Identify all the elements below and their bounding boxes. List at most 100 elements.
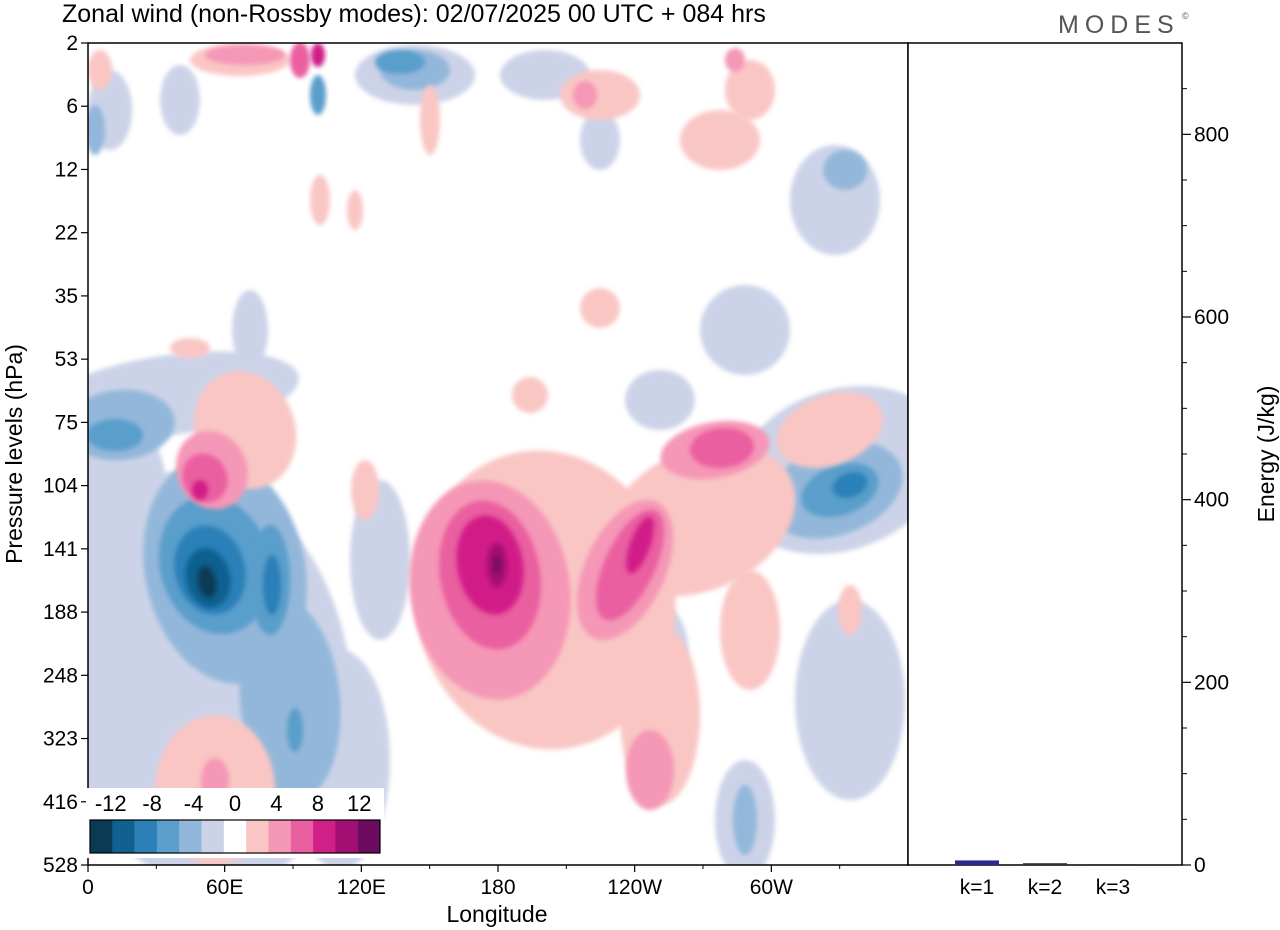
colorbar-swatches [89,819,381,854]
x-tick-label: 180 [480,876,515,899]
negative-wind-contour [580,110,620,170]
positive-wind-contour [512,377,548,413]
modes-logo: MODES [1058,11,1180,39]
colorbar-label: -8 [142,791,162,816]
positive-wind-contour [192,480,208,500]
y-tick-label: 22 [55,222,78,245]
positive-wind-contour [310,175,330,225]
y-tick-label: 12 [55,158,78,181]
y-axis: 2 6 12 22 35 53 75 104 141 188 248 323 416 528 [43,32,88,877]
positive-wind-contour [580,288,620,328]
chart-title: Zonal wind (non-Rossby modes): 02/07/202… [62,0,766,28]
y-tick-label: 35 [55,285,78,308]
positive-wind-contour [720,570,780,690]
negative-wind-contour [88,419,143,451]
y-tick-label: 6 [66,95,78,118]
x-tick-label: 0 [82,876,94,899]
colorbar-label: 12 [347,791,371,816]
energy-bar [1091,864,1135,865]
colorbar-labels: -12 -8 -4 0 4 8 12 [95,791,372,816]
negative-wind-contour [263,555,281,615]
colorbar-swatch [179,820,202,853]
y-tick-label: 2 [66,32,78,55]
energy-x-axis: k=1 k=2 k=3 [960,876,1130,899]
negative-wind-contour [832,472,868,498]
heatmap-panel: 0 60E 120E 180 120W 60W 2 6 12 22 35 53 75 104 141 188… [1,32,909,927]
energy-tick-label: 600 [1194,306,1229,329]
colorbar-swatch [335,820,358,853]
energy-tick-label: 0 [1194,854,1206,877]
y-tick-label: 75 [55,411,78,434]
y-tick-label: 141 [43,538,78,561]
colorbar-label: 0 [229,791,241,816]
colorbar-swatch [134,820,158,853]
energy-axis-title: Energy (J/kg) [1253,386,1279,523]
positive-wind-contour [573,81,597,109]
positive-wind-contour [680,110,760,170]
y-tick-label: 416 [43,791,78,814]
negative-wind-contour [375,50,425,74]
energy-y-axis: 0 200 400 600 800 [1182,88,1229,877]
positive-wind-contour [626,730,674,810]
colorbar-label: 4 [270,791,282,816]
x-axis-title: Longitude [446,901,547,927]
positive-wind-contour [170,338,210,358]
colorbar-swatch [357,820,381,853]
y-tick-label: 248 [43,664,78,687]
positive-wind-contour [776,392,884,468]
y-tick-label: 53 [55,348,78,371]
colorbar-swatch [268,820,291,853]
positive-wind-contour [347,190,363,230]
positive-wind-contour [88,50,112,90]
negative-wind-contour [160,65,200,135]
energy-panel: k=1 k=2 k=3 0 200 400 600 800 Energy (J/kg) [907,42,1279,899]
negative-wind-contour [823,150,867,190]
positive-wind-contour [725,60,775,120]
energy-bar-label: k=2 [1028,876,1062,899]
energy-bar [1023,863,1067,865]
negative-wind-contour [733,785,757,855]
negative-wind-contour [700,285,790,375]
logo-mark: © [1182,11,1189,21]
positive-wind-contour [690,427,754,469]
colorbar-label: 8 [312,791,324,816]
positive-wind-contour [626,516,654,574]
negative-wind-contour [310,75,326,115]
x-tick-label: 120W [607,876,662,899]
x-tick-label: 60E [206,876,243,899]
colorbar-swatch [112,820,135,853]
negative-wind-contour [232,290,268,370]
negative-wind-contour [625,370,695,430]
negative-wind-contour [795,600,905,800]
negative-wind-contour [287,708,303,752]
colorbar-label: -4 [184,791,204,816]
positive-wind-contour [725,48,745,72]
y-tick-label: 104 [43,475,78,498]
positive-wind-contour [838,585,862,635]
x-axis: 0 60E 120E 180 120W 60W [82,865,841,899]
energy-tick-label: 200 [1194,671,1229,694]
positive-wind-contour [205,45,285,65]
energy-tick-label: 400 [1194,489,1229,512]
energy-bar-label: k=1 [960,876,994,899]
colorbar: -12 -8 -4 0 4 8 12 [86,788,384,858]
positive-wind-contour [560,70,640,120]
positive-wind-contour [494,557,500,573]
y-tick-label: 188 [43,601,78,624]
positive-wind-contour [420,85,440,155]
negative-wind-contour [88,105,105,155]
energy-tick-label: 800 [1194,123,1229,146]
negative-wind-contour [197,566,217,598]
colorbar-swatch [246,820,269,853]
colorbar-swatch [290,820,314,853]
energy-frame [907,42,1183,866]
x-tick-label: 120E [337,876,386,899]
positive-wind-contour [290,43,310,78]
energy-bar [955,860,999,865]
y-tick-label: 323 [43,728,78,751]
y-axis-title: Pressure levels (hPa) [1,344,27,564]
colorbar-swatch [313,820,336,853]
colorbar-swatch [90,820,113,853]
colorbar-swatch [223,820,247,853]
